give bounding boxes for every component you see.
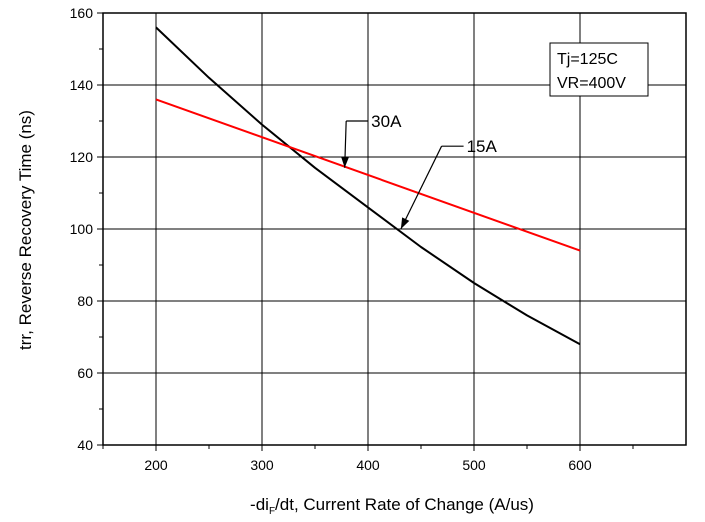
axis-ticks [97, 12, 634, 451]
condition-tj: Tj=125C [557, 51, 618, 68]
x-tick-label: 200 [144, 457, 168, 473]
tick-labels: 200 300 400 500 600 40 60 80 100 120 140 160 [70, 5, 592, 473]
series-lines [155, 26, 581, 346]
conditions-box: Tj=125C VR=400V [549, 42, 649, 97]
series-annotations: 30A 15A [341, 112, 498, 230]
y-tick-label: 160 [70, 5, 94, 21]
x-axis-label-prefix: -di [250, 495, 269, 514]
annotation-arrowhead [341, 156, 350, 168]
y-tick-label: 40 [77, 437, 93, 453]
x-tick-label: 300 [250, 457, 274, 473]
y-tick-label: 80 [77, 293, 93, 309]
x-tick-label: 500 [462, 457, 486, 473]
annotation-label-30a: 30A [371, 112, 402, 131]
x-axis-label-suffix: /dt, Current Rate of Change (A/us) [275, 495, 534, 514]
annotation-arrowhead [400, 217, 410, 229]
y-tick-label: 100 [70, 221, 94, 237]
condition-vr: VR=400V [557, 75, 626, 92]
y-tick-label: 60 [77, 365, 93, 381]
y-axis-label: trr, Reverse Recovery Time (ns) [16, 110, 35, 350]
annotation-label-15a: 15A [467, 137, 498, 156]
series-line-15a [155, 26, 581, 346]
x-axis-label: -diF/dt, Current Rate of Change (A/us) [250, 495, 534, 517]
x-axis-label-subscript: F [269, 506, 275, 517]
series-line-30a [155, 98, 581, 252]
y-tick-label: 140 [70, 77, 94, 93]
y-tick-label: 120 [70, 149, 94, 165]
annotation-arrow-shaft [400, 145, 443, 230]
x-tick-label: 400 [356, 457, 380, 473]
x-tick-label: 600 [568, 457, 592, 473]
